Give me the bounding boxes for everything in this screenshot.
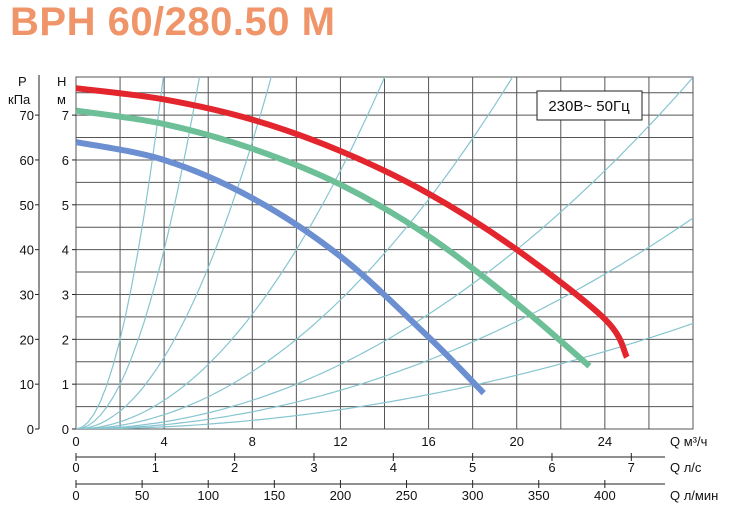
pump-curve-3	[76, 139, 486, 396]
p-axis-label: P	[18, 74, 27, 89]
head-tick-label: 0	[62, 422, 69, 437]
pressure-tick-label: 70	[20, 108, 34, 123]
power-label: 230В~ 50Гц	[548, 98, 630, 115]
x-axis-label-ls: Q л/с	[670, 460, 702, 475]
system-curve	[76, 322, 693, 429]
x-tick-label-3: 100	[197, 488, 219, 503]
pressure-tick-label: 0	[27, 422, 34, 437]
system-curve	[76, 217, 693, 429]
pressure-tick-label: 50	[20, 198, 34, 213]
x-tick-label-1: 16	[421, 434, 435, 449]
pressure-tick-label: 20	[20, 332, 34, 347]
x-tick-label-1: 0	[72, 434, 79, 449]
system-curve	[76, 77, 386, 429]
pump-curve-2	[76, 107, 592, 369]
x-tick-label-2: 6	[548, 460, 555, 475]
x-tick-label-3: 0	[72, 488, 79, 503]
head-tick-label: 3	[62, 287, 69, 302]
power-label-box: 230В~ 50Гц	[536, 90, 643, 121]
system-curve	[76, 77, 693, 429]
x-tick-label-1: 8	[249, 434, 256, 449]
system-curve	[76, 77, 514, 429]
x-tick-label-3: 150	[263, 488, 285, 503]
x-tick-label-3: 200	[330, 488, 352, 503]
x-tick-label-3: 50	[135, 488, 149, 503]
x-tick-label-2: 5	[469, 460, 476, 475]
head-tick-label: 7	[62, 108, 69, 123]
p-axis-unit: кПа	[8, 92, 31, 107]
head-tick-label: 4	[62, 243, 69, 258]
pressure-tick-label: 30	[20, 287, 34, 302]
x-tick-label-1: 24	[598, 434, 612, 449]
x-axis-label-m3h: Q м³/ч	[670, 434, 707, 449]
pressure-tick-label: 60	[20, 153, 34, 168]
h-axis-label: H	[57, 74, 66, 89]
pressure-tick-label: 40	[20, 243, 34, 258]
x-tick-label-1: 20	[509, 434, 523, 449]
x-tick-label-3: 400	[594, 488, 616, 503]
x-tick-label-2: 0	[72, 460, 79, 475]
x-tick-label-2: 2	[231, 460, 238, 475]
x-tick-label-3: 350	[528, 488, 550, 503]
series-group	[76, 85, 630, 396]
x-tick-label-2: 3	[310, 460, 317, 475]
chart-title: BPH 60/280.50 M	[10, 0, 336, 44]
x-tick-label-1: 4	[161, 434, 168, 449]
head-tick-label: 6	[62, 153, 69, 168]
head-tick-label: 2	[62, 332, 69, 347]
pump-curve-1	[76, 85, 630, 359]
x-tick-label-3: 250	[396, 488, 418, 503]
pressure-tick-label: 10	[20, 377, 34, 392]
x-tick-label-2: 1	[152, 460, 159, 475]
h-axis-unit: м	[57, 92, 66, 107]
x-tick-label-2: 4	[390, 460, 397, 475]
system-curve	[76, 77, 272, 429]
x-tick-label-1: 12	[333, 434, 347, 449]
head-tick-label: 1	[62, 377, 69, 392]
system-curves	[76, 77, 693, 429]
system-curve	[76, 77, 201, 429]
head-tick-label: 5	[62, 198, 69, 213]
x-tick-label-3: 300	[462, 488, 484, 503]
x-axis-label-lmin: Q л/мин	[670, 488, 718, 503]
x-tick-label-2: 7	[628, 460, 635, 475]
